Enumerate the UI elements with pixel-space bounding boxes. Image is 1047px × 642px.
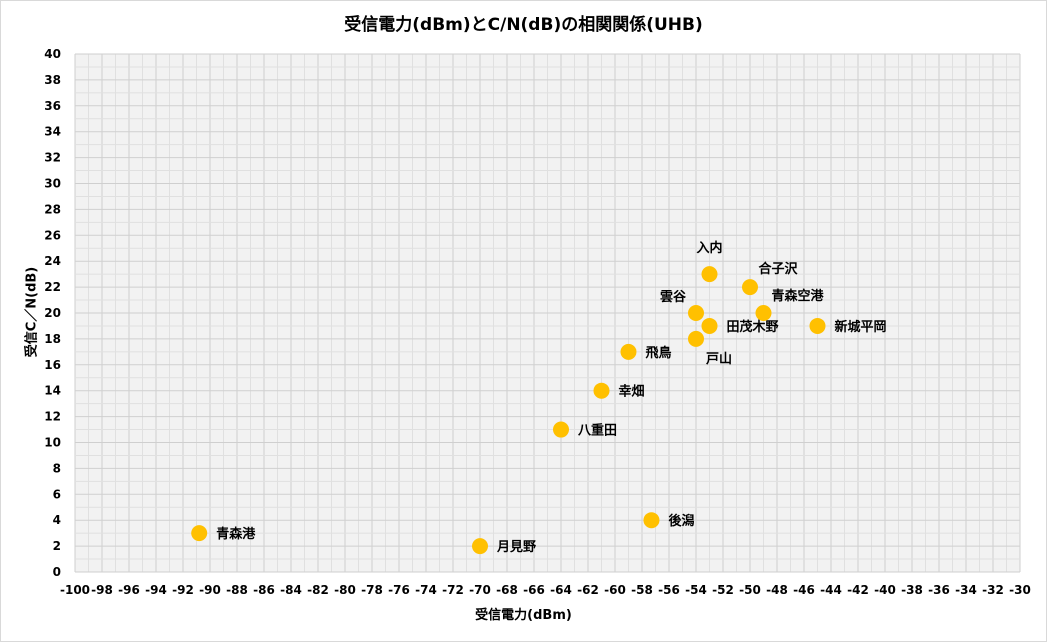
- data-label: 入内: [696, 240, 722, 256]
- y-tick-label: 32: [44, 151, 61, 165]
- x-tick-label: -100: [60, 583, 90, 597]
- data-point: [688, 330, 704, 347]
- data-label: 雲谷: [660, 289, 687, 305]
- x-tick-label: -82: [307, 583, 329, 597]
- data-label: 田茂木野: [727, 319, 779, 335]
- data-label: 飛鳥: [645, 345, 672, 361]
- x-tick-label: -34: [955, 583, 977, 597]
- x-tick-label: -90: [199, 583, 221, 597]
- x-tick-labels: -100 -98 -96 -94 -92 -90 -88 -86 -84 -82 -80 -78 -76…: [60, 583, 1031, 597]
- y-tick-label: 40: [44, 47, 61, 61]
- x-tick-label: -80: [334, 583, 356, 597]
- y-tick-label: 38: [44, 73, 61, 87]
- data-label: 新城平岡: [835, 319, 887, 335]
- data-point: [688, 305, 704, 321]
- x-tick-label: -56: [658, 583, 680, 597]
- y-tick-label: 14: [44, 384, 61, 398]
- x-tick-label: -76: [388, 583, 410, 597]
- data-label: 幸畑: [619, 384, 645, 400]
- x-tick-label: -52: [712, 583, 734, 597]
- data-label: 月見野: [496, 540, 536, 555]
- data-point: [643, 512, 660, 529]
- x-tick-label: -38: [901, 583, 923, 597]
- y-tick-label: 36: [44, 99, 61, 113]
- x-tick-label: -44: [820, 583, 842, 597]
- x-tick-label: -40: [874, 583, 896, 597]
- y-tick-label: 10: [44, 436, 61, 450]
- data-point: [553, 421, 569, 438]
- x-tick-label: -94: [145, 583, 167, 597]
- y-tick-label: 28: [44, 202, 61, 216]
- y-tick-label: 34: [44, 125, 61, 139]
- data-label: 合子沢: [758, 261, 798, 277]
- y-tick-label: 12: [44, 410, 61, 424]
- data-point: [191, 525, 208, 542]
- y-tick-label: 8: [53, 461, 61, 475]
- x-tick-label: -92: [172, 583, 194, 597]
- x-tick-label: -60: [604, 583, 626, 597]
- x-tick-label: -32: [982, 583, 1004, 597]
- y-tick-label: 20: [44, 306, 61, 320]
- x-tick-label: -86: [253, 583, 275, 597]
- y-tick-label: 24: [44, 254, 61, 268]
- x-tick-label: -68: [496, 583, 518, 597]
- x-tick-label: -88: [226, 583, 248, 597]
- data-point: [809, 317, 826, 334]
- y-tick-label: 4: [53, 513, 61, 527]
- chart-title: 受信電力(dBm)とC/N(dB)の相関関係(UHB): [344, 15, 703, 35]
- x-tick-label: -42: [847, 583, 869, 597]
- y-tick-label: 18: [44, 332, 61, 346]
- data-label: 八重田: [577, 423, 617, 439]
- y-tick-label: 0: [53, 565, 61, 579]
- x-tick-label: -64: [550, 583, 572, 597]
- x-tick-label: -50: [739, 583, 761, 597]
- data-point: [593, 382, 610, 399]
- x-tick-label: -74: [415, 583, 437, 597]
- x-tick-label: -54: [685, 583, 707, 597]
- data-label: 青森空港: [772, 288, 825, 304]
- data-point: [472, 538, 488, 555]
- data-label: 後潟: [668, 513, 694, 529]
- y-tick-label: 2: [53, 539, 61, 553]
- x-tick-label: -84: [280, 583, 302, 597]
- x-tick-label: -62: [577, 583, 599, 597]
- x-tick-label: -98: [91, 583, 113, 597]
- data-point: [742, 279, 758, 296]
- x-tick-label: -96: [118, 583, 140, 597]
- y-tick-label: 16: [44, 358, 61, 372]
- y-tick-label: 30: [44, 177, 61, 191]
- x-tick-label: -30: [1009, 583, 1031, 597]
- data-point: [701, 317, 718, 334]
- x-tick-label: -48: [766, 583, 788, 597]
- data-label: 青森港: [216, 526, 256, 542]
- x-tick-label: -66: [523, 583, 545, 597]
- x-tick-label: -46: [793, 583, 815, 597]
- grid-lines: [74, 53, 1021, 573]
- x-tick-label: -58: [631, 583, 653, 597]
- x-tick-label: -70: [469, 583, 491, 597]
- data-point: [701, 266, 718, 283]
- x-tick-label: -36: [928, 583, 950, 597]
- x-axis-title: 受信電力(dBm): [475, 608, 572, 623]
- y-tick-label: 6: [53, 487, 61, 501]
- y-tick-label: 26: [44, 228, 61, 242]
- data-label: 戸山: [706, 351, 732, 367]
- data-point: [620, 343, 637, 360]
- x-tick-label: -78: [361, 583, 383, 597]
- y-tick-label: 22: [44, 280, 61, 294]
- data-point: [755, 305, 772, 321]
- x-tick-label: -72: [442, 583, 464, 597]
